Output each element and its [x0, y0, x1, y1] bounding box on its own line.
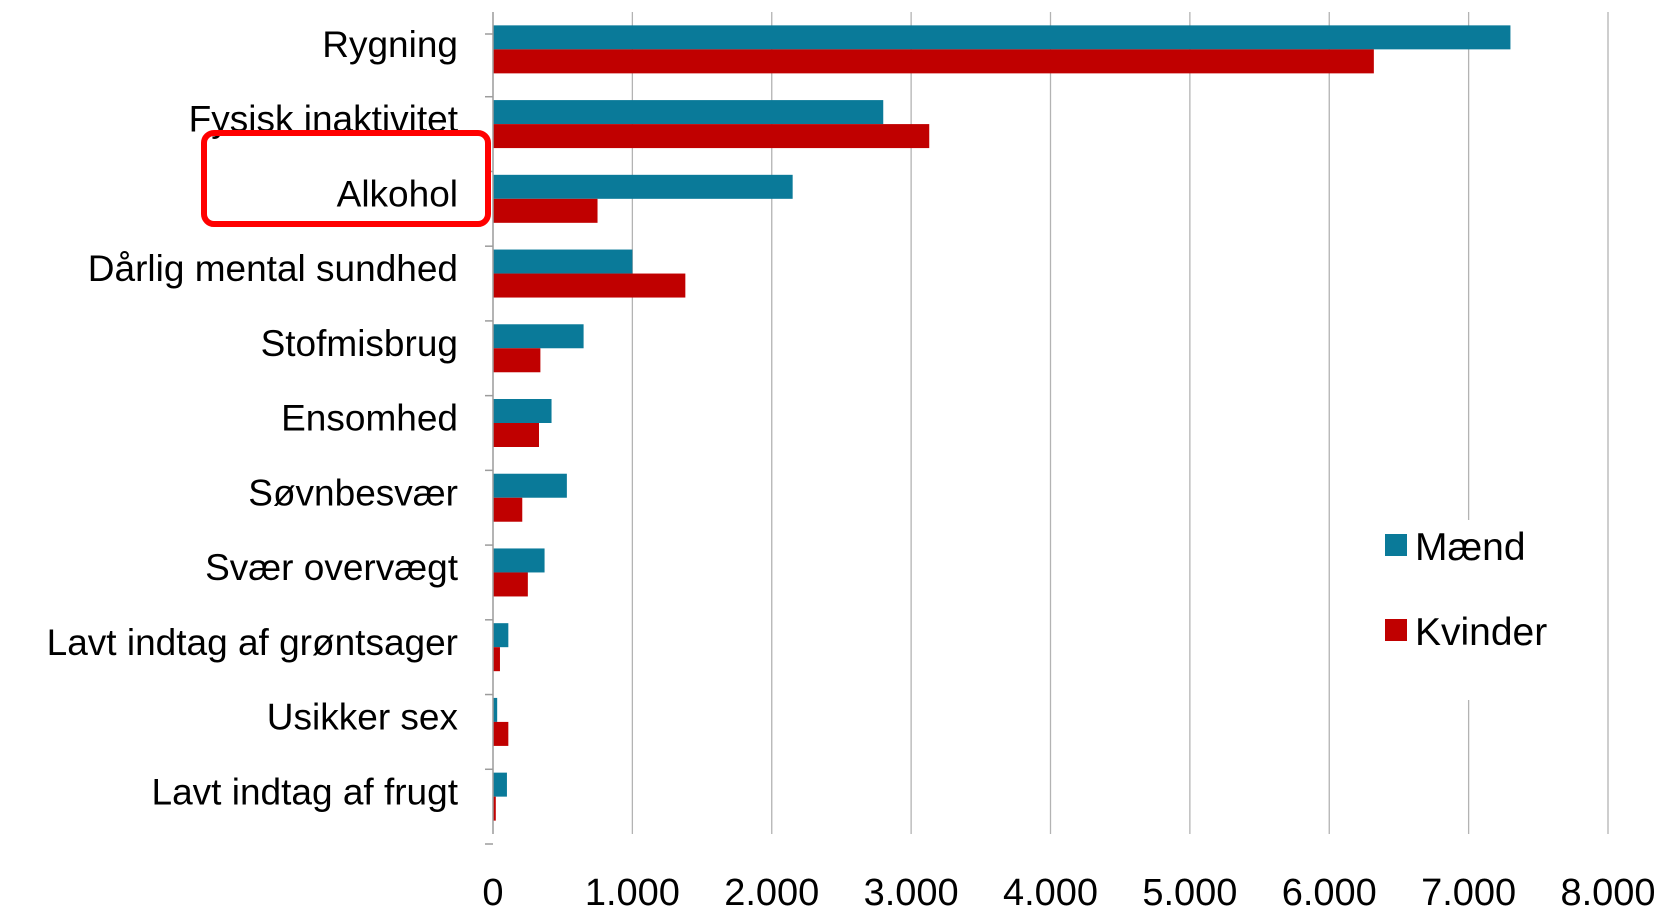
category-label: Svær overvægt [205, 547, 459, 588]
bar-maend [493, 697, 498, 722]
bar-maend [493, 174, 793, 199]
x-tick-label: 2.000 [724, 872, 819, 906]
x-tick-label: 6.000 [1282, 872, 1377, 906]
bar-maend [493, 324, 584, 349]
bar-kvinder [493, 721, 509, 746]
bar-kvinder [493, 198, 598, 223]
category-label: Alkohol [337, 173, 458, 214]
x-tick-label: 5.000 [1142, 872, 1237, 906]
bar-kvinder [493, 273, 686, 298]
category-label: Rygning [322, 24, 458, 65]
category-label: Dårlig mental sundhed [88, 248, 458, 289]
legend-label: Kvinder [1415, 611, 1547, 654]
bar-kvinder [493, 647, 500, 672]
x-tick-label: 8.000 [1560, 872, 1655, 906]
legend: Mænd Kvinder [1372, 520, 1602, 700]
category-label: Lavt indtag af frugt [152, 771, 459, 812]
bar-kvinder [493, 49, 1374, 74]
bar-maend [493, 399, 552, 423]
bar-maend [493, 100, 884, 125]
bar-kvinder [493, 423, 539, 447]
bar-maend [493, 25, 1511, 50]
bars [493, 25, 1511, 821]
category-label: Søvnbesvær [248, 472, 458, 513]
x-tick-label: 3.000 [864, 872, 959, 906]
bar-maend [493, 772, 507, 797]
x-tick-label: 4.000 [1003, 872, 1098, 906]
bar-maend [493, 249, 633, 274]
legend-label: Mænd [1415, 526, 1526, 569]
x-tick-label: 0 [482, 872, 503, 906]
bar-maend [493, 473, 567, 498]
category-label: Lavt indtag af grøntsager [47, 622, 458, 663]
bar-maend [493, 548, 545, 573]
highlight-rect [201, 130, 491, 227]
grid-lines [631, 12, 1609, 834]
bar-kvinder [493, 796, 496, 821]
category-label: Usikker sex [267, 697, 459, 738]
bar-kvinder [493, 124, 930, 149]
x-tick-labels: 0 1.000 2.000 3.000 4.000 5.000 6.000 7.000 8.00… [482, 872, 1655, 906]
bar-kvinder [493, 572, 528, 597]
bar-kvinder [493, 348, 541, 373]
legend-swatch [1385, 534, 1407, 556]
axes [485, 12, 494, 845]
highlight-box [201, 130, 491, 227]
category-label: Stofmisbrug [261, 323, 458, 364]
bar-maend [493, 623, 509, 648]
bar-kvinder [493, 497, 523, 522]
legend-swatch [1385, 619, 1407, 641]
category-label: Ensomhed [281, 398, 458, 439]
legend-background [1372, 520, 1602, 700]
x-tick-label: 7.000 [1421, 872, 1516, 906]
x-tick-label: 1.000 [585, 872, 680, 906]
